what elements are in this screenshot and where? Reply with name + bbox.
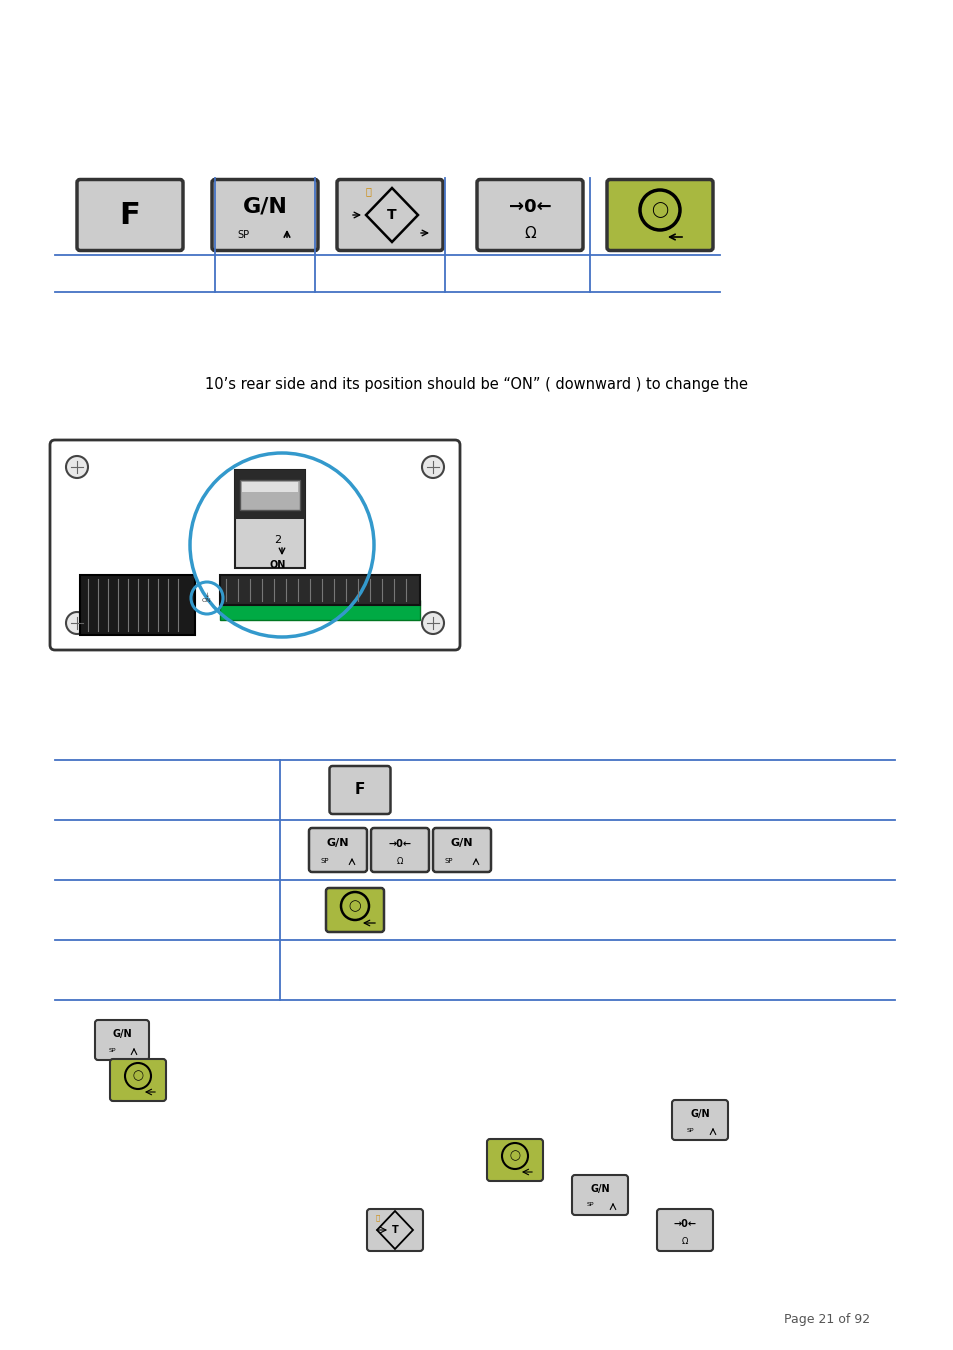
- Text: ON: ON: [270, 560, 286, 570]
- Text: ◯: ◯: [349, 900, 361, 911]
- Text: 2: 2: [274, 535, 281, 545]
- FancyBboxPatch shape: [433, 828, 491, 872]
- Text: SP: SP: [108, 1048, 115, 1053]
- Text: T: T: [387, 208, 396, 221]
- Text: Ω: Ω: [396, 857, 403, 867]
- FancyBboxPatch shape: [240, 481, 299, 510]
- Text: SP: SP: [586, 1203, 593, 1207]
- FancyBboxPatch shape: [309, 828, 367, 872]
- FancyBboxPatch shape: [234, 470, 305, 568]
- FancyBboxPatch shape: [326, 888, 384, 932]
- FancyBboxPatch shape: [95, 1021, 149, 1060]
- Text: →0←: →0←: [673, 1219, 696, 1228]
- FancyBboxPatch shape: [80, 575, 194, 634]
- FancyBboxPatch shape: [234, 470, 305, 518]
- Text: G/N: G/N: [689, 1108, 709, 1119]
- FancyBboxPatch shape: [336, 180, 442, 251]
- Text: G/N: G/N: [112, 1029, 132, 1040]
- Text: G/N: G/N: [327, 838, 349, 848]
- Text: G/N: G/N: [242, 197, 287, 217]
- FancyBboxPatch shape: [212, 180, 317, 251]
- Text: ⚿: ⚿: [365, 186, 371, 196]
- Text: ◯: ◯: [132, 1071, 143, 1081]
- Text: T: T: [392, 1224, 398, 1235]
- FancyBboxPatch shape: [476, 180, 582, 251]
- Text: G/N: G/N: [450, 838, 473, 848]
- FancyBboxPatch shape: [110, 1058, 166, 1102]
- Text: →0←: →0←: [388, 838, 411, 849]
- FancyBboxPatch shape: [572, 1174, 627, 1215]
- FancyBboxPatch shape: [367, 1210, 422, 1251]
- Text: ◯: ◯: [509, 1150, 520, 1161]
- FancyBboxPatch shape: [486, 1139, 542, 1181]
- Text: →0←: →0←: [508, 198, 551, 216]
- FancyBboxPatch shape: [220, 599, 419, 620]
- Text: SP: SP: [320, 859, 329, 864]
- FancyBboxPatch shape: [657, 1210, 712, 1251]
- FancyBboxPatch shape: [50, 440, 459, 649]
- Circle shape: [421, 456, 443, 478]
- Circle shape: [66, 456, 88, 478]
- FancyBboxPatch shape: [329, 765, 390, 814]
- FancyBboxPatch shape: [371, 828, 429, 872]
- Text: G/N: G/N: [590, 1184, 609, 1193]
- Circle shape: [66, 612, 88, 634]
- FancyBboxPatch shape: [220, 575, 419, 605]
- Text: Page 21 of 92: Page 21 of 92: [783, 1314, 869, 1327]
- FancyBboxPatch shape: [77, 180, 183, 251]
- FancyBboxPatch shape: [242, 482, 297, 491]
- Text: SP: SP: [444, 859, 453, 864]
- FancyBboxPatch shape: [671, 1100, 727, 1139]
- Circle shape: [421, 612, 443, 634]
- Text: Ω: Ω: [681, 1238, 687, 1246]
- Text: F: F: [119, 201, 140, 230]
- Text: F: F: [355, 783, 365, 798]
- Text: SP: SP: [685, 1127, 693, 1133]
- Text: ↓
ON: ↓ ON: [202, 593, 212, 603]
- Text: ⚿: ⚿: [375, 1215, 379, 1222]
- Text: Ω: Ω: [523, 225, 536, 240]
- Text: ◯: ◯: [651, 202, 668, 217]
- Text: 10’s rear side and its position should be “ON” ( downward ) to change the: 10’s rear side and its position should b…: [205, 378, 748, 393]
- FancyBboxPatch shape: [606, 180, 712, 251]
- Text: SP: SP: [236, 230, 249, 240]
